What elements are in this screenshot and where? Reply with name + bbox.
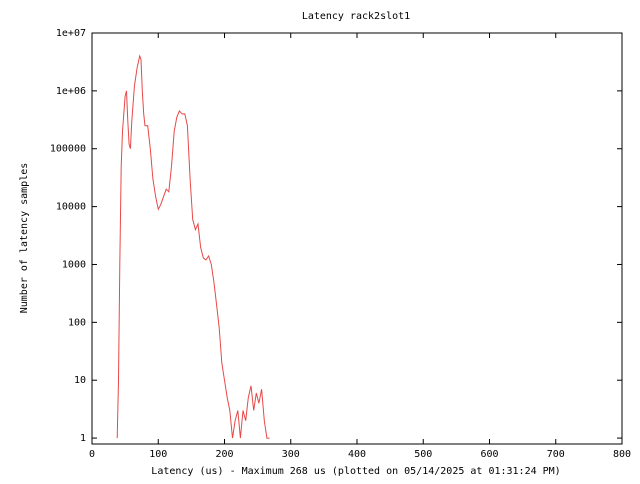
y-tick-label: 10	[74, 375, 86, 386]
y-tick-label: 1e+07	[56, 28, 86, 39]
y-tick-label: 100	[68, 317, 86, 328]
x-tick-label: 400	[348, 449, 366, 460]
x-tick-label: 0	[89, 449, 95, 460]
x-tick-label: 300	[282, 449, 300, 460]
y-tick-label: 1e+06	[56, 86, 86, 97]
data-line	[116, 54, 270, 439]
y-tick-label: 10000	[56, 202, 86, 213]
x-tick-label: 100	[149, 449, 167, 460]
chart-title: Latency rack2slot1	[302, 11, 410, 22]
y-tick-label: 1000	[62, 259, 86, 270]
y-tick-label: 100000	[50, 144, 86, 155]
x-tick-label: 200	[215, 449, 233, 460]
x-axis-label: Latency (us) - Maximum 268 us (plotted o…	[151, 466, 560, 477]
x-tick-label: 600	[480, 449, 498, 460]
y-tick-label: 1	[80, 433, 86, 444]
plot-frame	[91, 32, 623, 445]
y-axis-label: Number of latency samples	[19, 163, 30, 314]
x-tick-label: 500	[414, 449, 432, 460]
x-tick-label: 700	[547, 449, 565, 460]
x-tick-label: 800	[613, 449, 631, 460]
